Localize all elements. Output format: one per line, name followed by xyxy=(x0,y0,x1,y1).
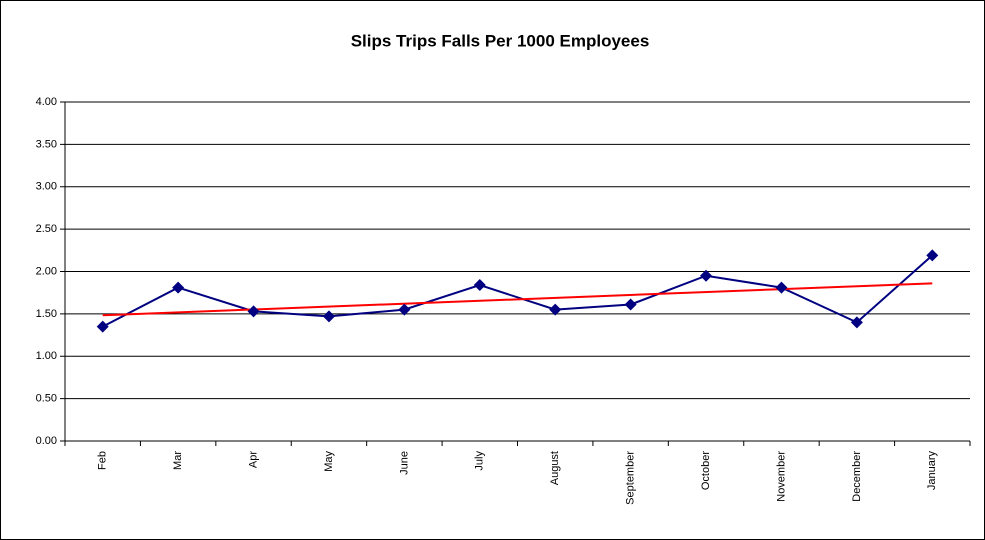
data-point xyxy=(850,316,863,329)
x-tick-label: August xyxy=(549,451,561,485)
data-point xyxy=(775,281,788,294)
chart-title: Slips Trips Falls Per 1000 Employees xyxy=(351,31,650,50)
y-tick-label: 2.50 xyxy=(36,223,57,235)
x-tick-label: Mar xyxy=(172,451,184,470)
data-point xyxy=(700,269,713,282)
y-tick-label: 3.00 xyxy=(36,181,57,193)
data-point xyxy=(549,303,562,316)
data-point xyxy=(473,279,486,292)
y-tick-label: 0.00 xyxy=(36,435,57,447)
data-point xyxy=(172,281,185,294)
data-point xyxy=(96,320,109,333)
series-line xyxy=(102,254,933,328)
x-tick-label: December xyxy=(851,451,863,502)
trendline xyxy=(102,282,933,317)
x-tick-label: May xyxy=(323,451,335,472)
y-tick-label: 1.00 xyxy=(36,350,57,362)
x-tick-label: July xyxy=(474,451,486,471)
x-tick-label: June xyxy=(398,451,410,475)
y-tick-label: 2.00 xyxy=(36,265,57,277)
y-tick-label: 1.50 xyxy=(36,308,57,320)
data-point xyxy=(322,310,335,323)
data-point xyxy=(926,249,939,262)
y-tick-label: 0.50 xyxy=(36,393,57,405)
x-tick-label: January xyxy=(926,451,938,491)
y-tick-label: 4.00 xyxy=(36,96,57,108)
data-point xyxy=(624,298,637,311)
y-tick-label: 3.50 xyxy=(36,138,57,150)
x-tick-label: Feb xyxy=(97,451,109,470)
x-tick-label: Apr xyxy=(247,451,259,468)
data-point xyxy=(398,303,411,316)
x-tick-label: September xyxy=(625,451,637,505)
x-tick-label: October xyxy=(700,451,712,490)
x-tick-label: November xyxy=(775,451,787,502)
data-point xyxy=(247,305,260,318)
